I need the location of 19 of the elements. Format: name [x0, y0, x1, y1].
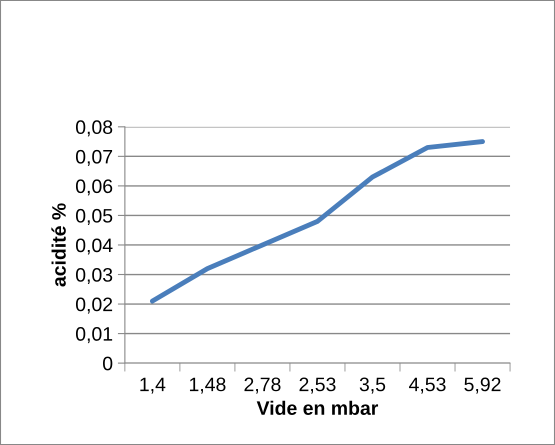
y-tick-label: 0,08 — [76, 120, 112, 136]
x-tick-label: 2,53 — [300, 378, 336, 394]
y-tick-label: 0,02 — [76, 298, 112, 314]
y-tick-label: 0,03 — [76, 268, 112, 284]
x-tick-label: 1,4 — [140, 378, 166, 394]
y-tick-label: 0,07 — [76, 150, 112, 166]
x-tick-label: 3,5 — [360, 378, 386, 394]
x-tick-label: 4,53 — [409, 378, 446, 394]
x-tick-label: 5,92 — [464, 378, 500, 394]
y-tick-label: 0,01 — [76, 327, 112, 344]
line-series — [150, 139, 485, 304]
x-tick-label: 1,48 — [190, 378, 226, 394]
y-tick-label: 0 — [103, 356, 112, 370]
x-tick-label: 2,78 — [244, 378, 281, 394]
x-axis-title: Vide en mbar — [256, 400, 378, 415]
y-axis-title: acidité % — [51, 203, 66, 287]
y-tick-label: 0,04 — [76, 238, 113, 255]
y-tick-label: 0,06 — [76, 179, 112, 196]
y-tick-label: 0,05 — [76, 208, 112, 225]
